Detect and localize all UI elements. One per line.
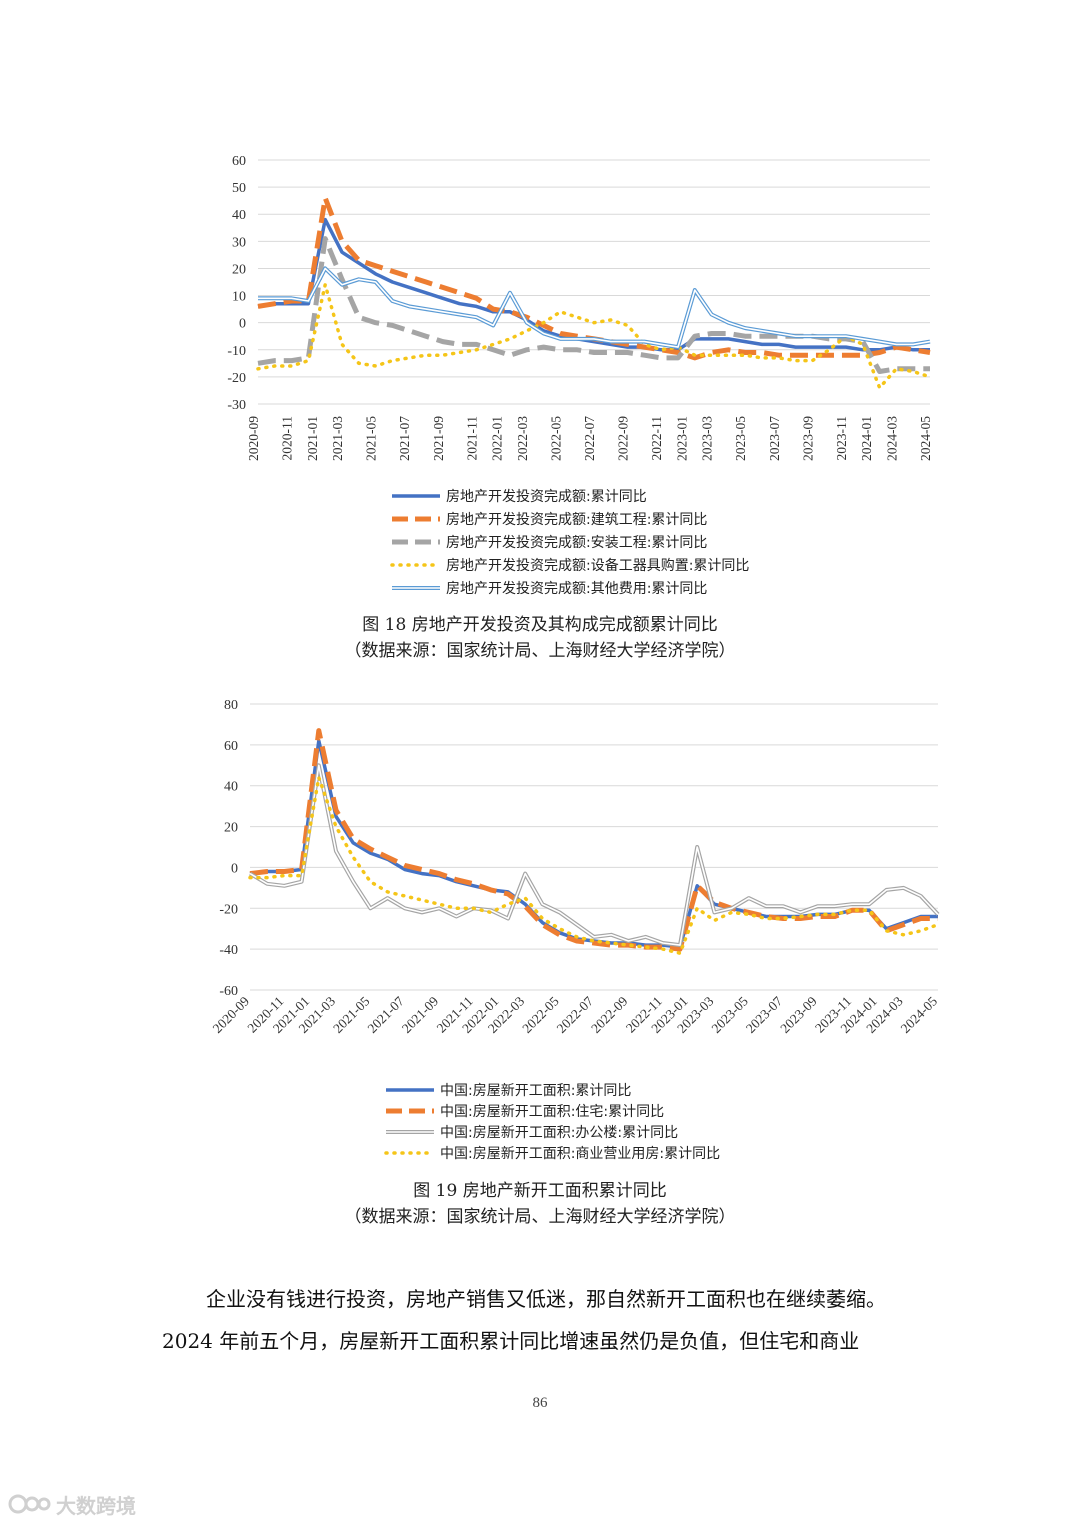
x-tick-label: 2022-07 <box>554 993 597 1036</box>
x-tick-label: 2020-09 <box>210 993 253 1036</box>
x-tick-label: 2022-11 <box>649 416 664 461</box>
x-tick-label: 2023-03 <box>700 416 715 461</box>
x-tick-label: 2023-11 <box>834 416 849 461</box>
legend-item: 中国:房屋新开工面积:累计同比 <box>386 1083 631 1099</box>
x-tick-label: 2023-01 <box>674 416 689 461</box>
x-tick-label: 2024-01 <box>859 416 874 461</box>
legend-item: 中国:房屋新开工面积:住宅:累计同比 <box>386 1104 664 1120</box>
x-tick-label: 2021-03 <box>330 416 345 461</box>
x-tick-label: 2021-09 <box>431 416 446 461</box>
x-tick-label: 2021-11 <box>464 416 479 461</box>
page-number: 86 <box>532 1395 548 1411</box>
legend-label: 中国:房屋新开工面积:办公楼:累计同比 <box>440 1125 678 1141</box>
series-line-4 <box>248 775 940 955</box>
y-tick-label: 10 <box>232 290 246 305</box>
x-tick-label: 2022-01 <box>490 416 505 461</box>
body-paragraph: 企业没有钱进行投资，房地产销售又低迷，那自然新开工面积也在继续萎缩。 2024 … <box>162 1278 922 1362</box>
figure-18-source: （数据来源：国家统计局、上海财经大学经济学院） <box>344 641 736 661</box>
figure-19-title: 图 19 房地产新开工面积累计同比 <box>413 1181 667 1201</box>
y-tick-label: -20 <box>219 902 238 917</box>
legend-item: 房地产开发投资完成额:建筑工程:累计同比 <box>392 512 707 528</box>
y-tick-label: 80 <box>224 698 238 713</box>
body-line-2: 2024 年前五个月，房屋新开工面积累计同比增速虽然仍是负值，但住宅和商业 <box>162 1329 860 1353</box>
y-tick-label: 60 <box>224 739 238 754</box>
x-tick-label: 2021-09 <box>399 993 442 1036</box>
x-tick-label: 2023-05 <box>708 993 751 1036</box>
figure-18-title: 图 18 房地产开发投资及其构成完成额累计同比 <box>362 615 718 635</box>
x-tick-label: 2024-05 <box>898 993 941 1036</box>
legend-item: 房地产开发投资完成额:其他费用:累计同比 <box>392 581 707 597</box>
x-tick-label: 2022-05 <box>548 416 563 461</box>
series-line-4 <box>256 282 932 390</box>
x-tick-label: 2022-03 <box>515 416 530 461</box>
legend-label: 房地产开发投资完成额:安装工程:累计同比 <box>446 535 707 551</box>
legend-label: 房地产开发投资完成额:累计同比 <box>446 489 647 505</box>
x-tick-label: 2021-07 <box>397 416 412 461</box>
x-tick-label: 2021-05 <box>364 416 379 461</box>
logo-icon <box>8 1494 51 1514</box>
x-tick-label: 2022-09 <box>616 416 631 461</box>
y-tick-label: -30 <box>227 398 246 413</box>
x-tick-label: 2023-09 <box>800 416 815 461</box>
x-tick-label: 2022-05 <box>519 993 562 1036</box>
x-tick-label: 2023-07 <box>743 993 786 1036</box>
x-tick-label: 2023-07 <box>767 416 782 461</box>
figure-18-caption: 图 18 房地产开发投资及其构成完成额累计同比 （数据来源：国家统计局、上海财经… <box>0 612 1080 664</box>
legend-item: 中国:房屋新开工面积:商业营业用房:累计同比 <box>384 1146 720 1162</box>
x-tick-label: 2024-05 <box>918 416 933 461</box>
legend-label: 中国:房屋新开工面积:商业营业用房:累计同比 <box>440 1146 720 1162</box>
y-tick-label: 20 <box>232 262 246 277</box>
y-tick-label: -10 <box>227 344 246 359</box>
y-tick-label: 0 <box>231 861 238 876</box>
x-tick-label: 2021-07 <box>364 993 407 1036</box>
legend-label: 房地产开发投资完成额:其他费用:累计同比 <box>446 581 707 597</box>
legend-item: 中国:房屋新开工面积:办公楼:累计同比 <box>386 1125 678 1141</box>
y-tick-label: -20 <box>227 371 246 386</box>
legend-label: 房地产开发投资完成额:设备工器具购置:累计同比 <box>446 557 749 574</box>
chart-new-construction-yoy: 806040200-20-40-602020-092020-112021-012… <box>210 698 941 1162</box>
y-tick-label: 0 <box>239 317 246 332</box>
series-line-5-inner <box>258 267 931 348</box>
series-line-1 <box>257 217 930 352</box>
x-tick-label: 2024-03 <box>884 416 899 461</box>
series-line-5-outer <box>258 266 931 350</box>
x-tick-label: 2023-09 <box>777 993 820 1036</box>
y-tick-label: 60 <box>232 154 246 169</box>
legend-item: 房地产开发投资完成额:累计同比 <box>392 489 647 505</box>
legend-label: 中国:房屋新开工面积:累计同比 <box>440 1083 631 1099</box>
y-tick-label: 40 <box>232 208 246 223</box>
series-line-3-inner <box>249 764 939 946</box>
x-tick-label: 2021-05 <box>330 993 373 1036</box>
x-tick-label: 2022-07 <box>582 416 597 461</box>
legend-label: 中国:房屋新开工面积:住宅:累计同比 <box>440 1104 664 1120</box>
legend-label: 房地产开发投资完成额:建筑工程:累计同比 <box>446 512 707 528</box>
y-tick-label: 20 <box>224 821 238 836</box>
figure-19-caption: 图 19 房地产新开工面积累计同比 （数据来源：国家统计局、上海财经大学经济学院… <box>0 1178 1080 1230</box>
watermark-text: 大数跨境 <box>56 1493 136 1518</box>
series-line-2 <box>249 728 938 952</box>
y-tick-label: 30 <box>232 235 246 250</box>
x-tick-label: 2021-01 <box>305 416 320 461</box>
x-tick-label: 2020-11 <box>280 416 295 461</box>
watermark: 大数跨境 <box>8 1490 136 1518</box>
y-tick-label: 50 <box>232 181 246 196</box>
y-tick-label: -60 <box>219 984 238 999</box>
y-tick-label: -40 <box>219 943 238 958</box>
legend-item: 房地产开发投资完成额:设备工器具购置:累计同比 <box>390 557 749 574</box>
y-tick-label: 40 <box>224 780 238 795</box>
x-tick-label: 2022-09 <box>588 993 631 1036</box>
figure-19-source: （数据来源：国家统计局、上海财经大学经济学院） <box>344 1207 736 1227</box>
legend-item: 房地产开发投资完成额:安装工程:累计同比 <box>392 535 707 551</box>
x-tick-label: 2020-09 <box>246 416 261 461</box>
x-tick-label: 2023-05 <box>733 416 748 461</box>
body-line-1: 企业没有钱进行投资，房地产销售又低迷，那自然新开工面积也在继续萎缩。 <box>206 1287 886 1311</box>
